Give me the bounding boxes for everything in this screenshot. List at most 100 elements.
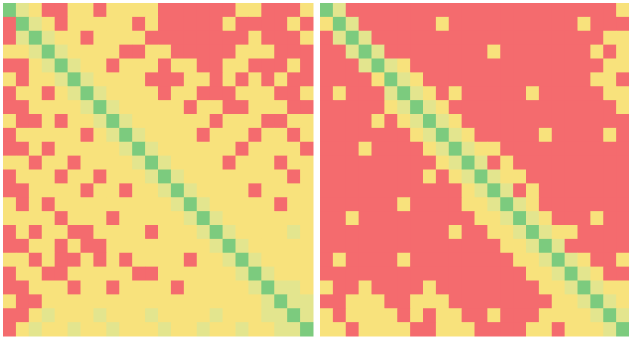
heatmap-cell <box>300 225 314 240</box>
heatmap-cell <box>80 225 94 240</box>
heatmap-cell <box>3 308 17 323</box>
heatmap-cell <box>274 308 288 323</box>
heatmap-cell <box>384 3 398 18</box>
heatmap-cell <box>93 127 107 143</box>
heatmap-cell <box>106 86 120 101</box>
heatmap-cell <box>196 308 211 323</box>
heatmap-cell <box>461 16 475 32</box>
heatmap-cell <box>526 169 540 184</box>
heatmap-cell <box>474 127 488 143</box>
heatmap-cell <box>371 294 385 309</box>
heatmap-cell <box>119 266 133 281</box>
heatmap-cell <box>603 16 617 32</box>
heatmap-cell <box>132 30 146 46</box>
heatmap-cell <box>345 308 360 323</box>
heatmap-cell <box>183 211 198 226</box>
heatmap-cell <box>500 86 514 101</box>
heatmap-cell <box>397 294 411 309</box>
heatmap-cell <box>119 72 133 87</box>
heatmap-cell <box>145 266 159 281</box>
heatmap-cell <box>616 238 629 254</box>
heatmap-cell <box>158 322 172 337</box>
heatmap-cell <box>448 44 463 59</box>
heatmap-cell <box>487 127 501 143</box>
heatmap-cell <box>590 280 604 295</box>
heatmap-cell <box>487 3 501 18</box>
heatmap-cell <box>345 114 360 129</box>
heatmap-cell <box>320 252 334 268</box>
heatmap-cell <box>28 266 43 281</box>
heatmap-cell <box>526 308 540 323</box>
heatmap-cell <box>577 3 591 18</box>
heatmap-cell <box>183 252 198 268</box>
heatmap-cell <box>183 238 198 254</box>
heatmap-cell <box>577 141 591 157</box>
heatmap-cell <box>320 141 334 157</box>
heatmap-cell <box>320 294 334 309</box>
heatmap-cell <box>448 16 463 32</box>
heatmap-cell <box>132 114 146 129</box>
heatmap-cell <box>93 197 107 212</box>
heatmap-cell <box>538 30 553 46</box>
heatmap-cell <box>145 86 159 101</box>
heatmap-cell <box>54 155 69 170</box>
heatmap-cell <box>287 238 301 254</box>
heatmap-cell <box>474 266 488 281</box>
heatmap-cell <box>183 308 198 323</box>
heatmap-cell <box>435 322 450 337</box>
heatmap-cell <box>158 280 172 295</box>
heatmap-cell <box>261 183 275 198</box>
heatmap-cell <box>170 322 185 337</box>
heatmap-cell <box>209 16 224 32</box>
heatmap-cell <box>3 3 17 18</box>
heatmap-cell <box>54 169 69 184</box>
heatmap-cell <box>487 183 501 198</box>
heatmap-cell <box>538 58 553 73</box>
heatmap-cell <box>106 44 120 59</box>
heatmap-cell <box>3 183 17 198</box>
heatmap-cell <box>616 183 629 198</box>
heatmap-cell <box>474 225 488 240</box>
heatmap-cell <box>222 58 236 73</box>
heatmap-cell <box>3 322 17 337</box>
heatmap-cell <box>500 238 514 254</box>
heatmap-cell <box>15 3 30 18</box>
heatmap-cell <box>300 72 314 87</box>
heatmap-cell <box>526 72 540 87</box>
heatmap-cell <box>80 58 94 73</box>
heatmap-cell <box>487 16 501 32</box>
heatmap-cell <box>222 294 236 309</box>
heatmap-cell <box>261 169 275 184</box>
heatmap-cell <box>235 225 249 240</box>
heatmap-cell <box>170 197 185 212</box>
heatmap-cell <box>590 308 604 323</box>
heatmap-cell <box>474 238 488 254</box>
heatmap-cell <box>423 72 437 87</box>
heatmap-cell <box>248 294 262 309</box>
heatmap-cell <box>15 280 30 295</box>
heatmap-cell <box>67 155 81 170</box>
heatmap-cell <box>500 294 514 309</box>
heatmap-cell <box>274 294 288 309</box>
heatmap-cell <box>474 294 488 309</box>
heatmap-cell <box>487 197 501 212</box>
heatmap-cell <box>222 3 236 18</box>
heatmap-cell <box>158 183 172 198</box>
heatmap-cell <box>145 114 159 129</box>
heatmap-cell <box>274 169 288 184</box>
heatmap-cell <box>196 155 211 170</box>
heatmap-cell <box>28 183 43 198</box>
heatmap-cell <box>538 308 553 323</box>
heatmap-cell <box>410 211 424 226</box>
heatmap-cell <box>513 114 527 129</box>
heatmap-cell <box>209 100 224 115</box>
heatmap-cell <box>158 86 172 101</box>
heatmap-cell <box>209 266 224 281</box>
heatmap-cell <box>300 197 314 212</box>
heatmap-cell <box>54 238 69 254</box>
heatmap-cell <box>119 141 133 157</box>
heatmap-cell <box>487 252 501 268</box>
heatmap-cell <box>448 280 463 295</box>
heatmap-cell <box>616 114 629 129</box>
heatmap-cell <box>332 127 347 143</box>
